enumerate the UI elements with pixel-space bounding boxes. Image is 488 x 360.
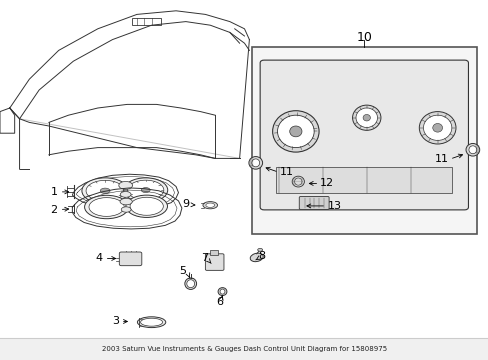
Ellipse shape bbox=[289, 126, 302, 137]
Ellipse shape bbox=[218, 288, 226, 296]
Ellipse shape bbox=[82, 178, 128, 204]
Ellipse shape bbox=[203, 202, 217, 209]
FancyBboxPatch shape bbox=[299, 197, 328, 210]
Ellipse shape bbox=[257, 248, 262, 251]
FancyBboxPatch shape bbox=[119, 252, 142, 266]
Ellipse shape bbox=[126, 195, 167, 217]
Ellipse shape bbox=[137, 317, 165, 328]
Text: 9: 9 bbox=[182, 199, 189, 209]
Ellipse shape bbox=[121, 207, 131, 212]
Text: 2: 2 bbox=[50, 204, 58, 215]
Ellipse shape bbox=[291, 176, 304, 187]
Text: 8: 8 bbox=[258, 251, 264, 261]
Ellipse shape bbox=[294, 178, 302, 185]
Bar bbox=[251, 47, 476, 234]
Ellipse shape bbox=[277, 115, 313, 148]
Text: 7: 7 bbox=[201, 253, 207, 264]
Bar bbox=[276, 167, 451, 193]
Ellipse shape bbox=[130, 197, 163, 215]
Polygon shape bbox=[0, 108, 15, 133]
Text: 1: 1 bbox=[51, 187, 58, 197]
Ellipse shape bbox=[468, 146, 476, 154]
Ellipse shape bbox=[220, 289, 224, 294]
Bar bbox=[210, 250, 217, 255]
Ellipse shape bbox=[362, 114, 370, 121]
Ellipse shape bbox=[419, 112, 455, 144]
Text: 3: 3 bbox=[112, 316, 119, 327]
Text: 11: 11 bbox=[280, 167, 294, 177]
Text: 5: 5 bbox=[179, 266, 185, 276]
Ellipse shape bbox=[423, 115, 451, 140]
Ellipse shape bbox=[355, 108, 377, 127]
Text: 12: 12 bbox=[320, 179, 334, 188]
Ellipse shape bbox=[272, 111, 319, 152]
Bar bbox=[132, 18, 161, 25]
Ellipse shape bbox=[432, 123, 442, 132]
Ellipse shape bbox=[120, 192, 131, 197]
Ellipse shape bbox=[352, 105, 380, 130]
Ellipse shape bbox=[86, 180, 124, 201]
Ellipse shape bbox=[89, 198, 124, 216]
Ellipse shape bbox=[141, 318, 162, 326]
FancyBboxPatch shape bbox=[205, 254, 224, 270]
Ellipse shape bbox=[248, 157, 262, 169]
Ellipse shape bbox=[119, 181, 132, 189]
Ellipse shape bbox=[465, 143, 479, 156]
Ellipse shape bbox=[127, 180, 163, 200]
Text: 4: 4 bbox=[95, 253, 102, 264]
Ellipse shape bbox=[184, 278, 196, 289]
Ellipse shape bbox=[186, 280, 194, 288]
Ellipse shape bbox=[100, 188, 110, 194]
Text: 6: 6 bbox=[216, 297, 223, 307]
Ellipse shape bbox=[120, 198, 132, 205]
Ellipse shape bbox=[84, 195, 128, 219]
Text: 13: 13 bbox=[327, 201, 341, 211]
Ellipse shape bbox=[141, 188, 150, 193]
Ellipse shape bbox=[205, 203, 214, 207]
FancyBboxPatch shape bbox=[260, 60, 468, 210]
Text: 2003 Saturn Vue Instruments & Gauges Dash Control Unit Diagram for 15808975: 2003 Saturn Vue Instruments & Gauges Das… bbox=[102, 346, 386, 352]
Text: 11: 11 bbox=[433, 154, 447, 164]
Bar bbox=[0, 338, 488, 360]
Ellipse shape bbox=[250, 253, 263, 262]
Ellipse shape bbox=[251, 159, 259, 167]
Ellipse shape bbox=[123, 178, 167, 202]
Text: 10: 10 bbox=[356, 31, 371, 44]
